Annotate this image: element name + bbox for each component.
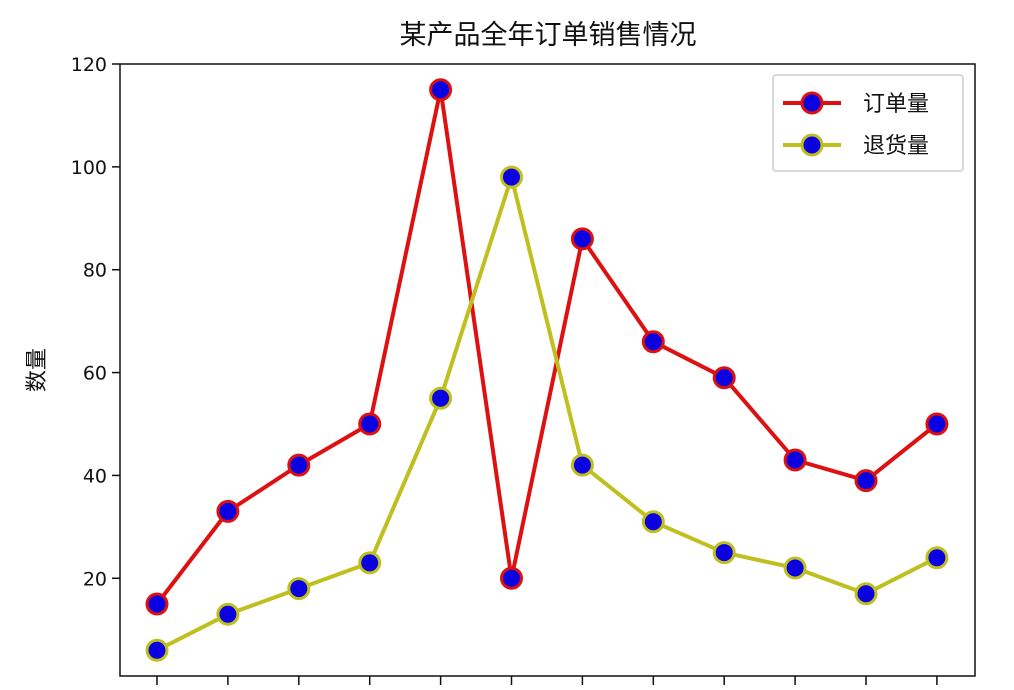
data-point: [287, 453, 311, 477]
y-axis-label: 数量: [25, 348, 50, 392]
y-tick-label: 80: [83, 260, 107, 282]
data-point: [712, 541, 736, 565]
y-tick-label: 100: [71, 157, 107, 179]
data-point: [854, 582, 878, 606]
legend-marker: [800, 133, 824, 157]
data-point: [854, 469, 878, 493]
data-point: [145, 638, 169, 662]
data-point: [216, 499, 240, 523]
legend-item: 订单量: [783, 91, 929, 117]
data-point: [783, 556, 807, 580]
chart-title: 某产品全年订单销售情况: [400, 20, 697, 51]
data-point: [358, 412, 382, 436]
data-point: [641, 510, 665, 534]
series-1: [145, 78, 949, 616]
y-tick-label: 120: [71, 54, 107, 76]
data-point: [783, 448, 807, 472]
data-point: [925, 546, 949, 570]
data-point: [429, 386, 453, 410]
y-tick-label: 40: [83, 465, 107, 487]
data-point: [570, 453, 594, 477]
data-point: [925, 412, 949, 436]
data-point: [287, 577, 311, 601]
legend-label: 订单量: [863, 92, 929, 117]
plot-area-frame: [119, 63, 976, 677]
y-axis-ticks: 20 40 60 80 100 120: [71, 54, 120, 590]
series-line: [155, 175, 939, 653]
series-line: [155, 87, 939, 606]
series-layer: [145, 78, 949, 662]
data-point: [216, 602, 240, 626]
x-axis-ticks: [156, 676, 938, 685]
series-2: [145, 165, 949, 662]
legend-item: 退货量: [783, 133, 929, 159]
legend-marker: [800, 91, 824, 115]
legend-label: 退货量: [863, 134, 929, 159]
data-point: [500, 566, 523, 590]
data-point: [358, 551, 382, 575]
y-tick-label: 60: [83, 363, 107, 385]
data-point: [145, 592, 169, 616]
data-point: [429, 78, 453, 102]
data-point: [500, 165, 523, 189]
data-point: [712, 366, 736, 390]
data-point: [641, 330, 665, 354]
data-point: [570, 227, 594, 251]
y-tick-label: 20: [83, 568, 107, 590]
